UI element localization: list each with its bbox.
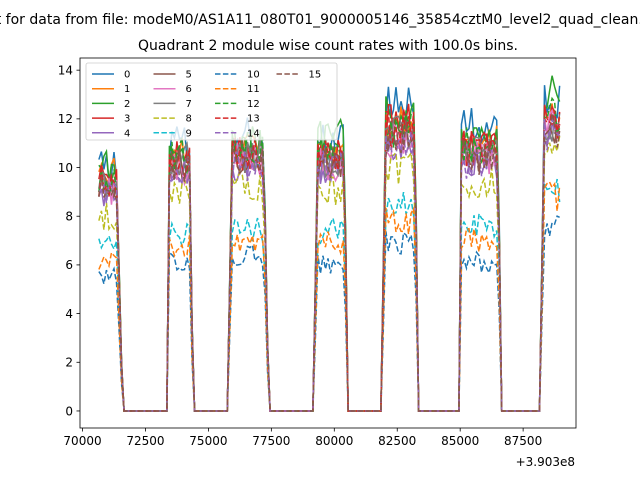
legend-label-6: 6 <box>186 84 192 95</box>
chart-title: Quadrant 2 module wise count rates with … <box>138 38 518 54</box>
legend-label-5: 5 <box>186 70 192 81</box>
legend-label-3: 3 <box>124 114 130 125</box>
series-line-8 <box>98 135 561 412</box>
x-tick-label-82500: 82500 <box>378 434 416 448</box>
legend-label-0: 0 <box>124 70 130 81</box>
x-tick-label-72500: 72500 <box>126 434 164 448</box>
series-line-12 <box>98 96 561 412</box>
legend-label-9: 9 <box>186 128 192 139</box>
legend-label-2: 2 <box>124 99 130 110</box>
axes-frame <box>79 57 577 429</box>
y-tick-label-10: 10 <box>58 161 73 175</box>
y-tick-label-14: 14 <box>58 63 73 77</box>
x-tick-label-85000: 85000 <box>441 434 479 448</box>
y-tick-label-4: 4 <box>65 307 73 321</box>
legend-label-15: 15 <box>309 70 322 81</box>
legend-label-12: 12 <box>247 99 260 110</box>
x-tick-label-70000: 70000 <box>63 434 101 448</box>
series-lines <box>98 75 561 412</box>
legend-label-8: 8 <box>186 114 192 125</box>
y-tick-label-6: 6 <box>65 258 73 272</box>
series-line-15 <box>98 113 561 412</box>
y-tick-label-2: 2 <box>65 356 73 370</box>
legend-label-14: 14 <box>247 128 260 139</box>
legend-label-4: 4 <box>124 128 130 139</box>
series-line-10 <box>98 215 560 412</box>
x-offset-label: +3.903e8 <box>516 455 575 469</box>
legend-label-1: 1 <box>124 84 130 95</box>
legend-box <box>85 62 338 141</box>
x-tick-label-75000: 75000 <box>189 434 227 448</box>
series-line-11 <box>98 180 561 412</box>
y-tick-label-8: 8 <box>65 210 73 224</box>
legend-label-10: 10 <box>247 70 260 81</box>
y-tick-label-12: 12 <box>58 112 73 126</box>
legend-label-11: 11 <box>247 84 260 95</box>
legend-label-13: 13 <box>247 114 260 125</box>
x-tick-label-77500: 77500 <box>252 434 290 448</box>
x-tick-label-80000: 80000 <box>315 434 353 448</box>
figure-suptitle: Plot for data from file: modeM0/AS1A11_0… <box>0 12 640 28</box>
legend-label-7: 7 <box>186 99 192 110</box>
x-tick-label-87500: 87500 <box>504 434 542 448</box>
y-tick-label-0: 0 <box>65 404 73 418</box>
series-line-9 <box>98 178 561 412</box>
